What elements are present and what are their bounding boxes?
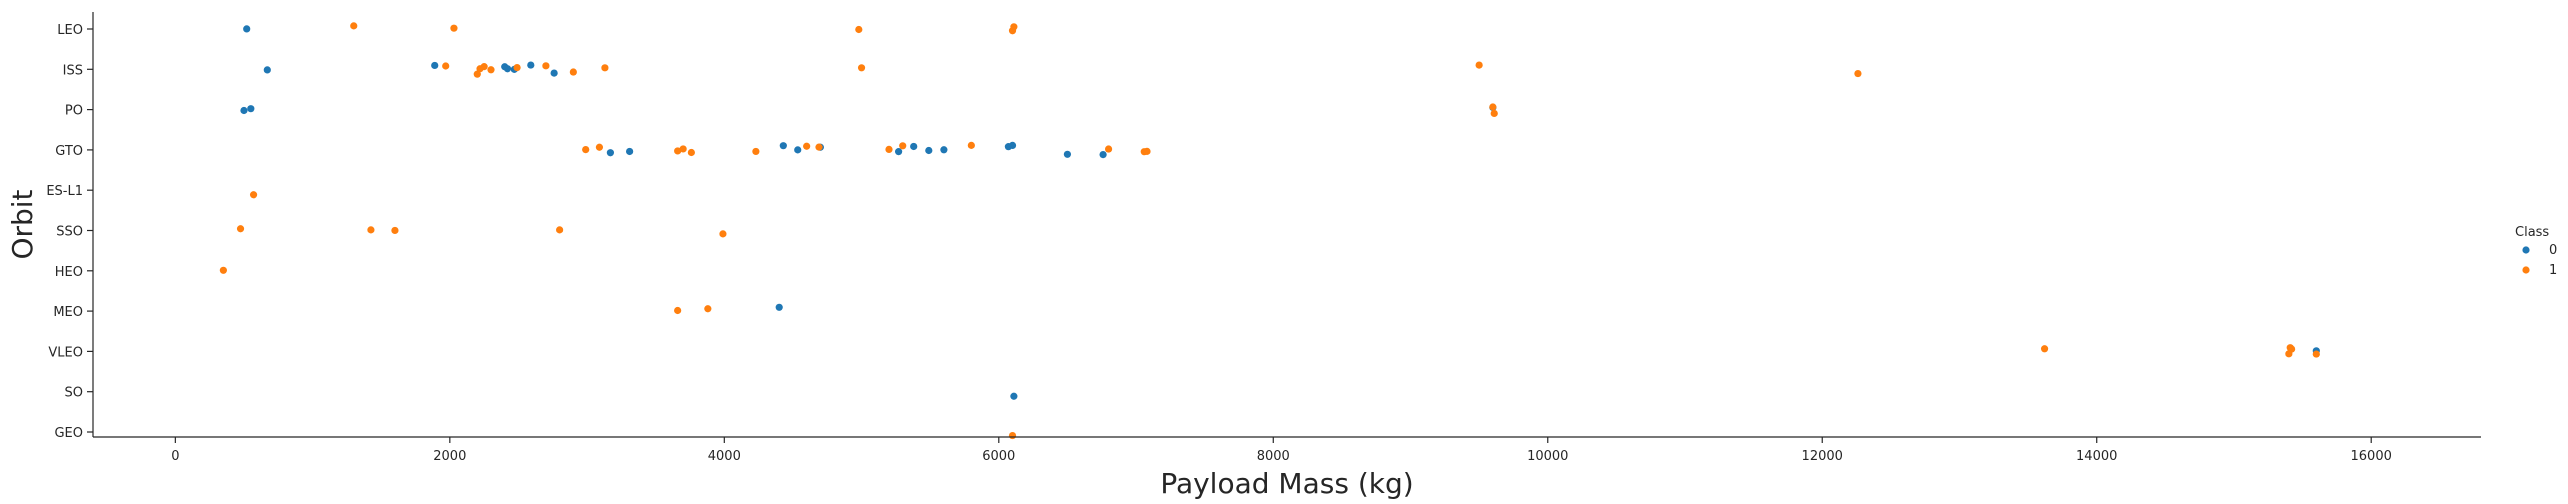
y-tick-label: HEO	[55, 265, 83, 280]
data-point-class-1	[350, 22, 358, 30]
data-point-class-1	[857, 64, 866, 72]
data-point-class-1	[967, 141, 975, 149]
data-point-class-0	[1099, 150, 1107, 159]
legend-label-0: 0	[2549, 243, 2557, 258]
data-point-class-1	[674, 306, 682, 315]
data-point-class-1	[1010, 23, 1018, 31]
x-tick-label: 0	[171, 449, 179, 464]
data-point-class-0	[550, 69, 558, 77]
data-point-class-1	[595, 143, 604, 151]
data-point-class-0	[240, 106, 248, 115]
data-point-class-1	[803, 142, 811, 150]
y-tick-label: MEO	[53, 305, 83, 320]
y-tick-label: SO	[65, 386, 83, 401]
x-axis-title: Payload Mass (kg)	[1160, 467, 1413, 500]
data-point-class-0	[263, 66, 271, 74]
data-point-class-1	[2288, 345, 2296, 353]
plot-area	[219, 22, 2320, 440]
data-point-class-1	[687, 148, 695, 157]
data-point-class-1	[1143, 147, 1151, 155]
data-point-class-1	[899, 142, 907, 150]
y-tick-label: GTO	[55, 144, 83, 159]
legend-label-1: 1	[2549, 263, 2557, 278]
data-point-class-1	[1104, 145, 1113, 153]
x-tick-label: 16000	[2351, 449, 2392, 464]
x-axis: 0 2000 4000 6000 8000 10000 12000 14000 16000	[93, 436, 2481, 464]
legend-title: Class	[2515, 225, 2549, 240]
data-point-class-1	[391, 226, 399, 235]
data-point-class-0	[1008, 141, 1017, 150]
data-point-class-1	[367, 226, 375, 234]
data-point-class-1	[1490, 109, 1498, 118]
x-tick-label: 14000	[2076, 449, 2117, 464]
data-point-class-1	[236, 225, 245, 233]
data-point-class-1	[450, 24, 458, 32]
data-point-class-0	[895, 148, 903, 156]
data-point-class-1	[1489, 103, 1497, 111]
data-point-class-1	[473, 70, 481, 78]
data-point-class-0	[794, 146, 802, 154]
data-point-class-1	[513, 64, 521, 72]
data-point-class-0	[503, 65, 512, 73]
data-point-class-1	[582, 146, 590, 154]
legend-marker-0	[2522, 246, 2530, 254]
data-point-class-1	[674, 147, 682, 155]
data-point-class-1	[1008, 431, 1017, 440]
data-point-class-1	[487, 66, 495, 74]
data-point-class-0	[243, 25, 251, 33]
legend-marker-1	[2522, 266, 2530, 274]
data-point-class-0	[1010, 392, 1018, 400]
data-point-class-0	[626, 147, 634, 156]
data-point-class-1	[679, 145, 687, 153]
x-tick-label: 2000	[433, 449, 466, 464]
data-point-class-1	[752, 147, 760, 156]
x-tick-label: 10000	[1527, 449, 1568, 464]
data-point-class-1	[1475, 61, 1483, 69]
y-tick-label: VLEO	[48, 345, 83, 360]
y-tick-label: ES-L1	[46, 184, 83, 199]
data-point-class-0	[779, 142, 787, 150]
x-tick-label: 8000	[1257, 449, 1290, 464]
data-point-class-0	[431, 61, 439, 70]
data-point-class-1	[855, 25, 863, 34]
data-point-class-0	[527, 61, 535, 69]
data-point-class-1	[1854, 69, 1862, 78]
data-point-class-1	[249, 191, 258, 199]
data-point-class-1	[442, 62, 450, 70]
data-point-class-0	[606, 149, 615, 157]
data-point-class-1	[569, 68, 577, 76]
data-point-class-1	[219, 266, 227, 274]
data-point-class-1	[704, 305, 712, 313]
data-point-class-1	[815, 143, 823, 151]
data-point-class-1	[885, 145, 893, 154]
y-axis-title: Orbit	[6, 189, 39, 259]
y-tick-label: SSO	[56, 225, 83, 240]
legend: Class 0 1	[2515, 225, 2557, 278]
data-point-class-0	[940, 146, 948, 154]
data-point-class-1	[2040, 345, 2049, 353]
data-point-class-0	[910, 142, 918, 151]
data-point-class-1	[542, 62, 550, 70]
y-tick-label: GEO	[54, 426, 83, 441]
data-point-class-0	[247, 105, 255, 113]
y-tick-label: LEO	[57, 23, 83, 38]
y-tick-label: PO	[65, 104, 83, 119]
y-tick-label: ISS	[63, 63, 83, 78]
data-point-class-1	[480, 63, 488, 71]
data-point-class-1	[601, 64, 609, 72]
data-point-class-1	[2312, 350, 2320, 358]
data-point-class-1	[719, 230, 727, 238]
x-tick-label: 4000	[708, 449, 741, 464]
x-tick-label: 6000	[982, 449, 1015, 464]
data-point-class-0	[925, 146, 933, 155]
data-point-class-0	[775, 303, 783, 311]
x-tick-label: 12000	[1802, 449, 1843, 464]
data-point-class-0	[1063, 150, 1072, 158]
y-axis: LEO ISS PO GTO ES-L1 SSO HEO MEO VLEO SO GEO	[46, 12, 94, 441]
data-point-class-1	[556, 226, 564, 234]
